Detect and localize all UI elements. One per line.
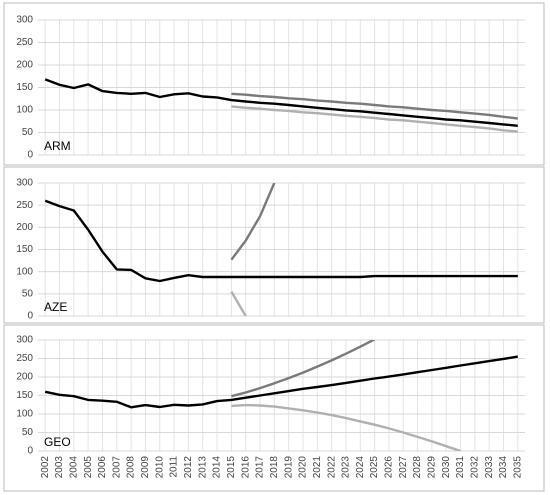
x-tick-label: 2019 — [283, 456, 294, 479]
x-tick-label: 2022 — [326, 456, 337, 479]
y-tick-label: 250 — [16, 353, 33, 364]
x-tick-label: 2034 — [498, 456, 509, 479]
x-tick-label: 2003 — [54, 456, 65, 479]
series-line — [231, 92, 518, 120]
series-line — [44, 78, 518, 127]
y-tick-label: 250 — [16, 37, 33, 48]
x-tick-label: 2008 — [126, 456, 137, 479]
x-tick-label: 2028 — [412, 456, 423, 479]
y-tick-label: 300 — [16, 335, 33, 346]
x-tick-label: 2014 — [212, 456, 223, 479]
x-tick-label: 2009 — [140, 456, 151, 479]
x-tick-label: 2023 — [341, 456, 352, 479]
y-tick-label: 150 — [16, 390, 33, 401]
y-tick-label: 150 — [16, 244, 33, 255]
x-tick-label: 2012 — [183, 456, 194, 479]
x-tick-label: 2004 — [68, 456, 79, 479]
x-tick-label: 2024 — [355, 456, 366, 479]
series-line — [44, 355, 518, 409]
panel-frame — [3, 2, 545, 166]
y-tick-label: 300 — [16, 178, 33, 189]
y-tick-label: 50 — [22, 427, 34, 438]
x-tick-label: 2010 — [154, 456, 165, 479]
x-tick-label: 2031 — [455, 456, 466, 479]
y-tick-label: 200 — [16, 60, 33, 71]
y-tick-label: 0 — [27, 311, 33, 322]
series-line — [231, 403, 461, 451]
x-tick-label: 2026 — [384, 456, 395, 479]
panel-frame — [3, 166, 545, 324]
x-tick-label: 2013 — [197, 456, 208, 479]
x-tick-label: 2011 — [169, 456, 180, 478]
series-line — [230, 290, 247, 316]
x-tick-label: 2030 — [441, 456, 452, 479]
y-tick-label: 100 — [16, 105, 33, 116]
y-tick-label: 200 — [16, 372, 33, 383]
x-tick-label: 2016 — [240, 456, 251, 479]
y-tick-label: 100 — [16, 266, 33, 277]
x-tick-label: 2006 — [97, 456, 108, 479]
series-line — [230, 183, 276, 261]
x-tick-label: 2029 — [427, 456, 438, 479]
series-line — [231, 340, 376, 398]
y-tick-label: 100 — [16, 409, 33, 420]
panel-label: AZE — [44, 300, 67, 314]
x-tick-label: 2020 — [298, 456, 309, 479]
x-tick-label: 2033 — [484, 456, 495, 479]
y-tick-label: 50 — [22, 127, 34, 138]
y-tick-label: 300 — [16, 15, 33, 26]
panel-label: ARM — [44, 139, 71, 153]
y-tick-label: 0 — [27, 446, 33, 457]
x-tick-label: 2035 — [512, 456, 523, 479]
panel-frame — [3, 324, 545, 492]
x-tick-label: 2015 — [226, 456, 237, 479]
panel-label: GEO — [44, 435, 71, 449]
x-tick-label: 2027 — [398, 456, 409, 479]
series-line — [231, 105, 518, 133]
x-tick-label: 2018 — [269, 456, 280, 479]
y-tick-label: 50 — [22, 288, 34, 299]
y-tick-label: 200 — [16, 222, 33, 233]
x-tick-label: 2032 — [470, 456, 481, 479]
x-tick-label: 2002 — [40, 456, 51, 479]
x-tick-label: 2021 — [312, 456, 323, 479]
y-tick-label: 250 — [16, 200, 33, 211]
series-line — [44, 199, 518, 283]
y-tick-label: 150 — [16, 82, 33, 93]
x-tick-label: 2007 — [111, 456, 122, 479]
y-tick-label: 0 — [27, 150, 33, 161]
x-tick-label: 2025 — [369, 456, 380, 479]
x-tick-label: 2017 — [255, 456, 266, 479]
x-tick-label: 2005 — [83, 456, 94, 479]
